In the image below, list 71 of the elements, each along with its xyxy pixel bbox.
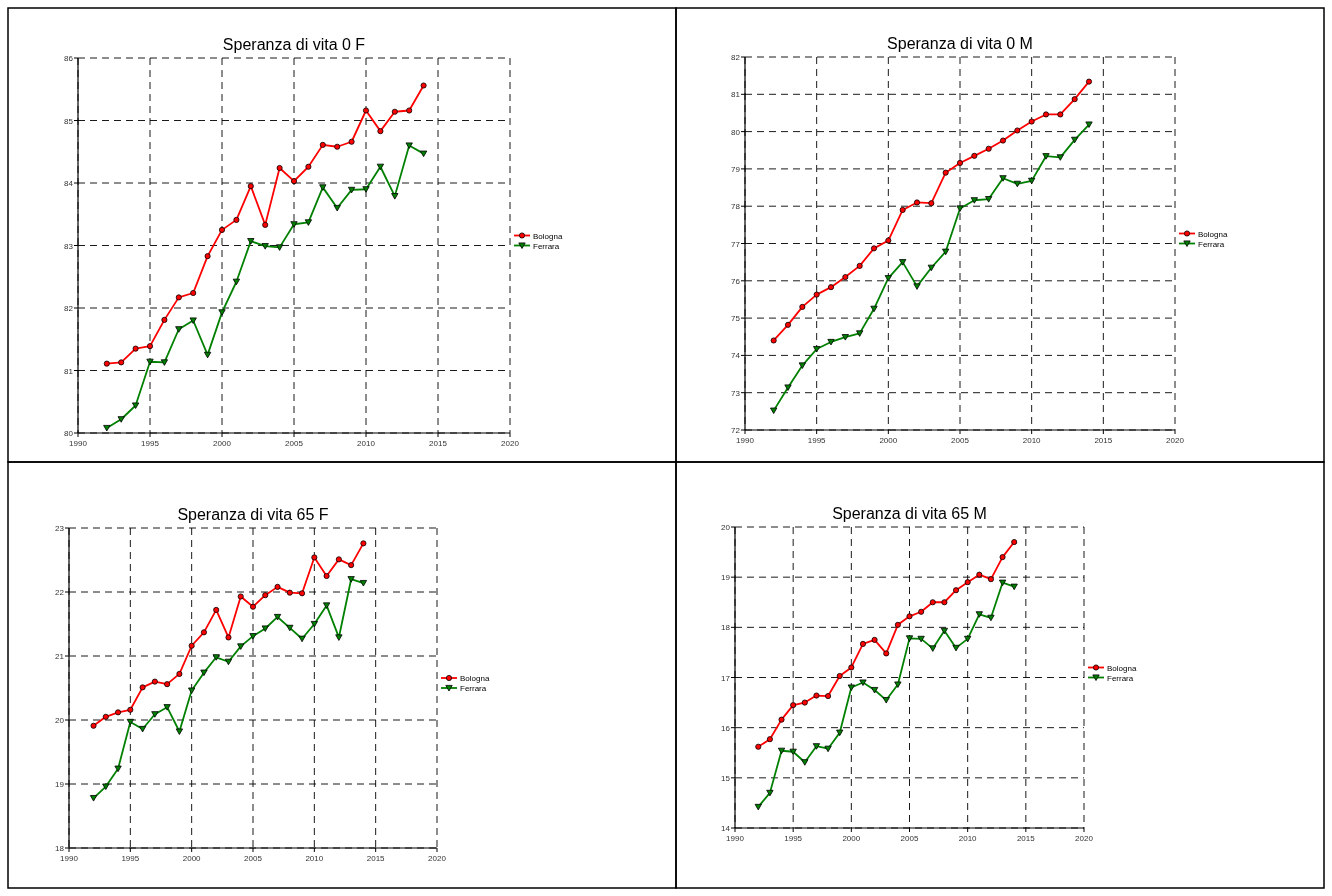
- y-tick-label: 18: [55, 844, 65, 853]
- x-tick-label: 1995: [784, 834, 803, 843]
- x-tick-label: 2005: [285, 439, 304, 448]
- x-tick-label: 2000: [182, 854, 202, 863]
- x-tick-label: 2020: [1075, 834, 1094, 843]
- y-tick-label: 84: [64, 179, 74, 188]
- x-tick-label: 1990: [736, 436, 755, 445]
- x-tick-label: 2000: [879, 436, 898, 445]
- legend-label: Ferrara: [1107, 673, 1134, 683]
- y-tick-label: 18: [721, 623, 731, 633]
- x-tick-label: 2015: [1016, 834, 1036, 843]
- x-tick-label: 2020: [1166, 436, 1185, 445]
- y-tick-label: 23: [55, 524, 65, 533]
- y-tick-label: 81: [64, 366, 74, 376]
- x-tick-label: 2010: [357, 439, 376, 448]
- chart-title: Speranza di vita 0 M: [887, 35, 1033, 52]
- y-tick-label: 15: [721, 773, 731, 783]
- y-tick-label: 80: [64, 429, 74, 438]
- y-tick-label: 20: [55, 716, 65, 725]
- y-tick-label: 22: [55, 588, 65, 597]
- y-tick-label: 14: [721, 824, 731, 833]
- x-tick-label: 2005: [900, 834, 919, 843]
- x-tick-label: 2015: [1094, 436, 1113, 445]
- x-tick-label: 2010: [1022, 436, 1042, 445]
- legend-label: Ferrara: [460, 684, 487, 693]
- legend-label: Ferrara: [1198, 239, 1225, 249]
- y-tick-label: 75: [731, 314, 741, 324]
- y-tick-label: 19: [721, 573, 731, 583]
- x-tick-label: 2010: [305, 854, 324, 863]
- y-tick-label: 20: [721, 523, 731, 532]
- y-tick-label: 82: [64, 304, 74, 313]
- legend-label: Bologna: [1107, 663, 1137, 673]
- y-tick-label: 72: [731, 426, 741, 435]
- x-tick-label: 1995: [807, 436, 827, 445]
- x-tick-label: 2010: [958, 834, 978, 843]
- y-tick-label: 81: [731, 90, 741, 100]
- y-tick-label: 86: [64, 54, 74, 63]
- y-tick-label: 21: [55, 652, 65, 661]
- y-tick-label: 19: [55, 780, 65, 789]
- y-tick-label: 73: [731, 388, 741, 398]
- x-tick-label: 2005: [951, 436, 970, 445]
- chart-title: Speranza di vita 65 M: [832, 505, 987, 522]
- y-tick-label: 80: [731, 127, 741, 137]
- legend-label: Bologna: [533, 231, 563, 241]
- x-tick-label: 2015: [366, 854, 386, 863]
- y-tick-label: 76: [731, 276, 741, 286]
- x-tick-label: 2005: [244, 854, 263, 863]
- y-tick-label: 83: [64, 241, 74, 251]
- y-tick-label: 74: [731, 351, 741, 361]
- x-tick-label: 2000: [842, 834, 861, 843]
- x-tick-label: 1995: [141, 439, 160, 448]
- chart-title: Speranza di vita 65 F: [177, 506, 329, 523]
- x-tick-label: 1995: [121, 854, 140, 863]
- legend-label: Bologna: [1198, 229, 1228, 239]
- y-tick-label: 79: [731, 164, 741, 174]
- legend-label: Ferrara: [533, 241, 560, 251]
- y-tick-label: 82: [731, 53, 741, 62]
- x-tick-label: 1990: [726, 834, 745, 843]
- y-tick-label: 16: [721, 723, 731, 733]
- x-tick-label: 2000: [213, 439, 232, 448]
- x-tick-label: 2015: [429, 439, 448, 448]
- y-tick-label: 77: [731, 239, 741, 249]
- y-tick-label: 17: [721, 673, 731, 683]
- chart-title: Speranza di vita 0 F: [222, 36, 366, 53]
- x-tick-label: 2020: [501, 439, 520, 448]
- x-tick-label: 2020: [428, 854, 447, 863]
- legend-label: Bologna: [460, 674, 490, 683]
- x-tick-label: 1990: [69, 439, 88, 448]
- y-tick-label: 85: [64, 116, 74, 126]
- y-tick-label: 78: [731, 202, 741, 212]
- x-tick-label: 1990: [60, 854, 79, 863]
